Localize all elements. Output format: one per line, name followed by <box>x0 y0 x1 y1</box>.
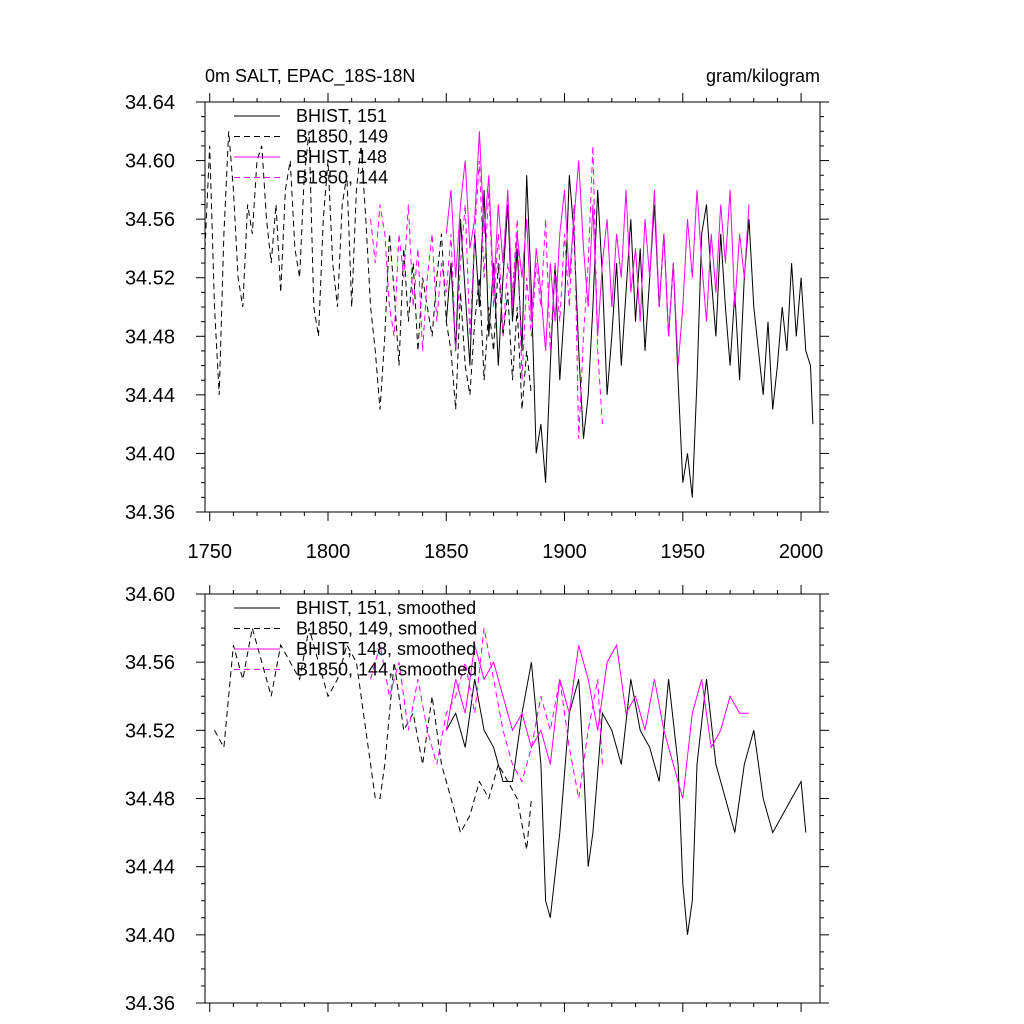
top-series-line-1 <box>204 131 532 410</box>
top-legend-label: BHIST, 148 <box>296 147 387 167</box>
bottom-y-tick-label: 34.40 <box>125 925 175 947</box>
bottom-series-line-1 <box>214 627 532 850</box>
bottom-legend-label: BHIST, 151, smoothed <box>296 598 476 618</box>
top-y-tick-label: 34.48 <box>125 326 175 348</box>
top-y-tick-label: 34.60 <box>125 151 175 173</box>
top-y-tick-label: 34.52 <box>125 268 175 290</box>
top-x-tick-label: 1950 <box>661 541 706 563</box>
top-y-tick-label: 34.40 <box>125 443 175 465</box>
top-x-tick-label: 2000 <box>779 541 824 563</box>
bottom-y-tick-label: 34.52 <box>125 720 175 742</box>
top-y-tick-label: 34.56 <box>125 209 175 231</box>
bottom-y-tick-label: 34.44 <box>125 857 175 879</box>
top-legend-label: BHIST, 151 <box>296 106 387 126</box>
bottom-legend-label: BHIST, 148, smoothed <box>296 639 476 659</box>
bottom-legend-label: B1850, 144, smoothed <box>296 660 477 680</box>
bottom-panel: 34.36 34.40 34.44 34.48 34.52 34.56 34.60 BHIST… <box>125 584 829 1015</box>
bottom-series-line-2 <box>445 643 749 799</box>
top-y-tick-label: 34.44 <box>125 385 175 407</box>
chart-title: 0m SALT, EPAC_18S-18N <box>205 66 415 87</box>
top-series-line-3 <box>370 145 603 439</box>
chart-units: gram/kilogram <box>706 66 820 86</box>
top-series-line-2 <box>445 131 750 366</box>
top-y-tick-label: 34.36 <box>125 502 175 524</box>
top-x-tick-label: 1750 <box>187 541 232 563</box>
top-legend-label: B1850, 144 <box>296 168 388 188</box>
top-y-tick-label: 34.64 <box>125 92 175 114</box>
top-x-tick-label: 1850 <box>424 541 469 563</box>
bottom-y-tick-label: 34.48 <box>125 789 175 811</box>
top-panel: 1750 1800 1850 1900 1950 2000 34.36 34.40 34.44 3… <box>125 92 829 563</box>
bottom-legend-label: B1850, 149, smoothed <box>296 619 477 639</box>
top-series-line-0 <box>445 175 814 498</box>
top-x-tick-label: 1900 <box>542 541 587 563</box>
bottom-y-tick-label: 34.56 <box>125 652 175 674</box>
bottom-series-line-0 <box>445 662 807 935</box>
top-x-tick-label: 1800 <box>306 541 351 563</box>
bottom-y-tick-label: 34.36 <box>125 993 175 1015</box>
bottom-y-tick-label: 34.60 <box>125 584 175 606</box>
top-legend-label: B1850, 149 <box>296 127 388 147</box>
bottom-series-line-3 <box>370 628 603 799</box>
